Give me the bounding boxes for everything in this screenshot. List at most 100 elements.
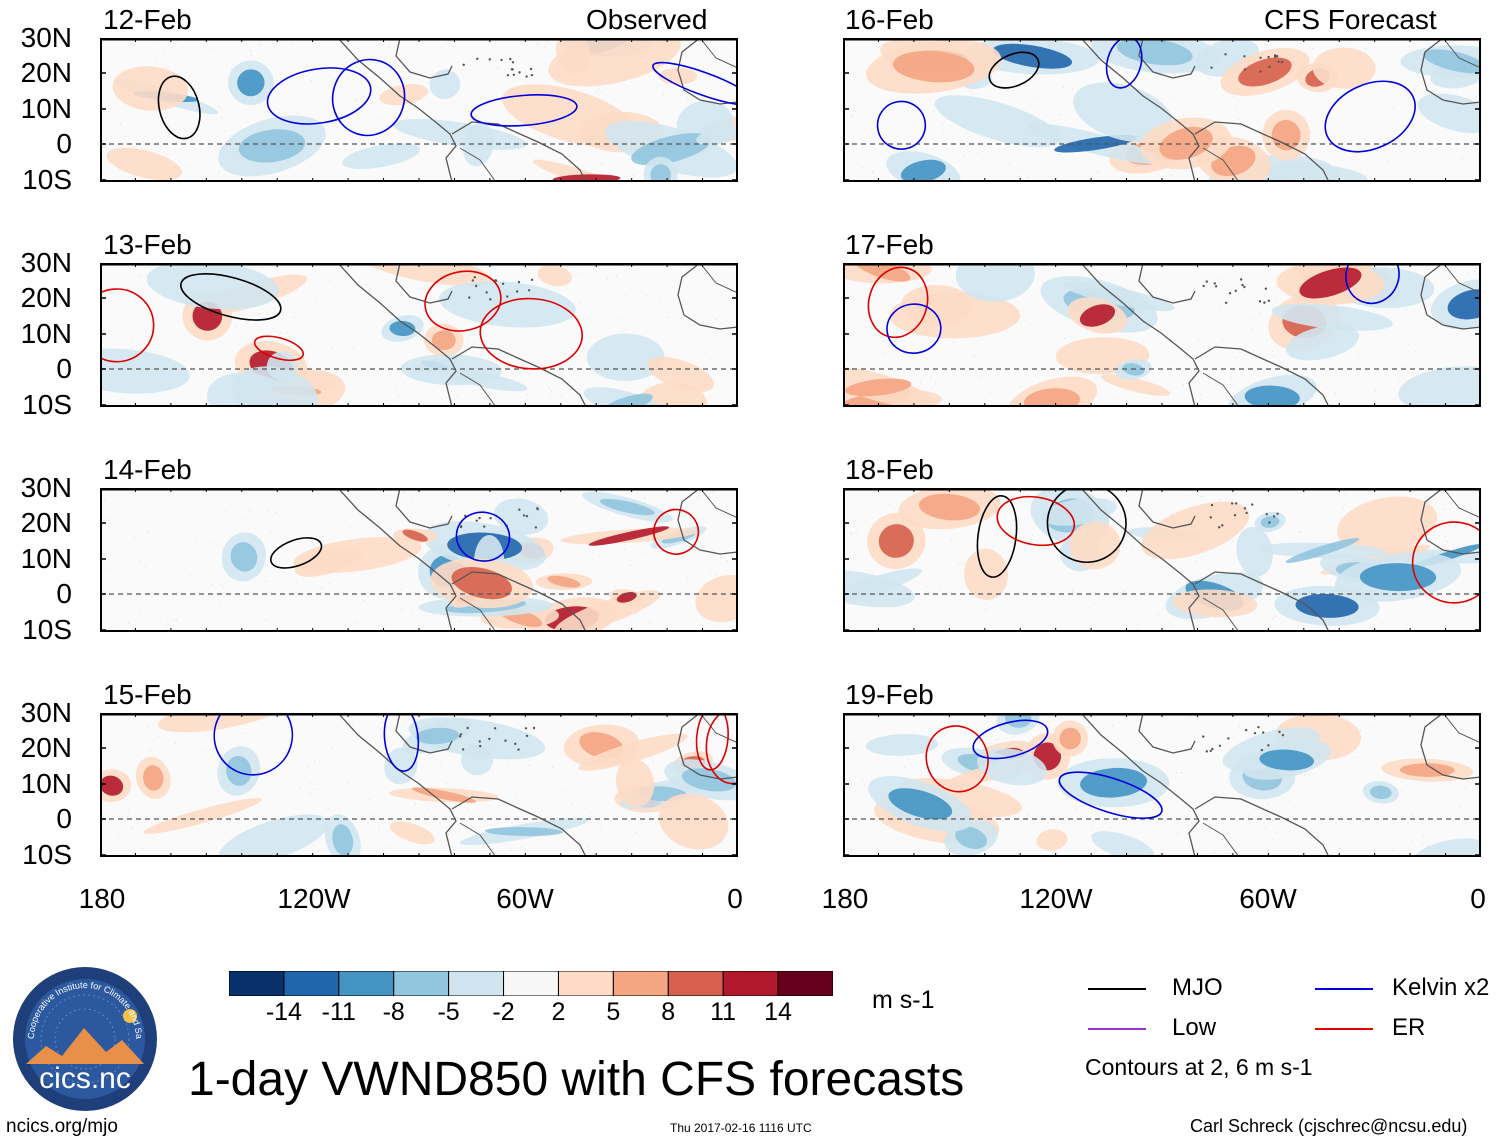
anomaly-shade	[1286, 325, 1359, 361]
anomaly-shade	[1141, 501, 1250, 560]
anomaly-shade	[615, 758, 655, 807]
anomaly-shade	[100, 348, 190, 394]
colorbar-tick-label: 14	[764, 998, 792, 1026]
footer-url[interactable]: ncics.org/mjo	[6, 1116, 118, 1137]
anomaly-shade	[294, 546, 363, 577]
colorbar-units: m s-1	[872, 986, 935, 1014]
lat-label: 10S	[22, 164, 72, 195]
lat-label: 30N	[20, 697, 72, 728]
colorbar-tick-label: -14	[265, 998, 302, 1026]
lat-label: 10S	[22, 614, 72, 645]
lon-label-180-right: 180	[821, 883, 869, 914]
panel-date-obs-3: 14-Feb	[103, 454, 192, 485]
contour-note: Contours at 2, 6 m s-1	[1085, 1054, 1313, 1080]
anomaly-shade	[1413, 838, 1481, 857]
anomaly-shade	[1398, 366, 1481, 407]
anomaly-shade	[389, 821, 435, 845]
anomaly-shade	[537, 264, 573, 287]
panel-date-obs-2: 13-Feb	[103, 229, 192, 260]
map-panel-fcst-1	[843, 38, 1481, 182]
anomaly-shade	[556, 38, 591, 75]
anomaly-shade	[658, 793, 729, 850]
anomaly-shade	[955, 263, 1035, 302]
anomaly-shade	[578, 733, 688, 771]
anomaly-shade	[934, 95, 1061, 148]
anomaly-shade	[1236, 526, 1273, 577]
colorbar-swatch	[338, 971, 395, 996]
legend-line-kelvin	[1315, 988, 1373, 990]
legend-label-low: Low	[1172, 1014, 1217, 1041]
colorbar-tick-label: 11	[710, 998, 737, 1026]
colorbar-tick-label: -8	[382, 998, 405, 1026]
anomaly-shade	[232, 366, 319, 407]
anomaly-shade	[1271, 303, 1393, 331]
lat-label: 0	[56, 353, 72, 384]
colorbar-swatch	[612, 971, 669, 996]
lat-label: 30N	[20, 472, 72, 503]
anomaly-shade	[400, 354, 502, 386]
lon-label-0-left: 0	[727, 883, 743, 914]
column-tag-observed: Observed	[586, 4, 708, 35]
anomaly-shade	[696, 126, 738, 145]
panel-date-fcst-3: 18-Feb	[845, 454, 934, 485]
anomaly-shade	[1172, 589, 1258, 618]
anomaly-shade	[429, 69, 461, 100]
anomaly-shade	[342, 143, 421, 169]
anomaly-shade	[1073, 82, 1173, 143]
colorbar-swatch	[229, 971, 285, 996]
lat-label: 20N	[20, 282, 72, 313]
legend-label-kelvin: Kelvin x2	[1392, 974, 1490, 1001]
lat-label: 0	[56, 128, 72, 159]
lat-label: 10S	[22, 839, 72, 870]
colorbar-tick-label: -2	[492, 998, 515, 1026]
anomaly-shade	[695, 574, 738, 623]
legend-line-low	[1088, 1028, 1146, 1030]
lat-label: 30N	[20, 22, 72, 53]
colorbar-tick-label: 2	[551, 998, 566, 1026]
colorbar	[229, 971, 833, 996]
lon-label-60w-left: 60W	[496, 883, 554, 914]
footer-author: Carl Schreck (cjschrec@ncsu.edu)	[1190, 1116, 1468, 1136]
legend-line-er	[1315, 1028, 1373, 1030]
anomaly-shade	[647, 356, 714, 393]
anomaly-shade	[843, 569, 915, 608]
colorbar-tick-label: -11	[321, 998, 356, 1026]
anomaly-shade	[865, 734, 938, 756]
map-panel-obs-2	[100, 263, 738, 407]
map-panel-obs-4	[100, 713, 738, 857]
colorbar-swatch	[393, 971, 450, 996]
colorbar-swatch	[448, 971, 505, 996]
map-panel-obs-3	[100, 488, 738, 632]
colorbar-swatch	[283, 971, 340, 996]
anomaly-shade	[143, 798, 262, 834]
panel-date-fcst-4: 19-Feb	[845, 679, 934, 710]
colorbar-swatch	[667, 971, 724, 996]
column-tag-forecast: CFS Forecast	[1264, 4, 1437, 35]
anomaly-shade	[1063, 281, 1175, 312]
panel-date-obs-4: 15-Feb	[103, 679, 192, 710]
lat-label: 10N	[20, 318, 72, 349]
lat-label: 10N	[20, 768, 72, 799]
lat-label: 10S	[22, 389, 72, 420]
panel-date-fcst-2: 17-Feb	[845, 229, 934, 260]
lon-label-0-right: 0	[1470, 883, 1486, 914]
anomaly-shade	[1100, 374, 1171, 396]
lat-label: 20N	[20, 732, 72, 763]
colorbar-tick-label: 5	[606, 998, 621, 1026]
anomaly-shade	[889, 292, 1021, 339]
cics-logo: Cooperative Institute for Climate and Sa…	[12, 966, 157, 1111]
lat-label: 10N	[20, 543, 72, 574]
anomaly-shade	[1312, 47, 1376, 89]
colorbar-tick-label: 8	[661, 998, 676, 1026]
anomaly-shade	[266, 351, 298, 381]
anomaly-shade	[1036, 829, 1068, 851]
lat-label: 30N	[20, 247, 72, 278]
logo-text: cics.nc	[39, 1062, 131, 1095]
map-panel-fcst-2	[843, 263, 1481, 407]
anomaly-shade	[218, 814, 329, 857]
anomaly-shade	[379, 84, 429, 106]
map-panel-fcst-4	[843, 713, 1481, 857]
anomaly-shade	[1091, 831, 1155, 857]
footer-timestamp: Thu 2017-02-16 1116 UTC	[670, 1121, 812, 1135]
anomaly-shade	[1337, 496, 1438, 553]
